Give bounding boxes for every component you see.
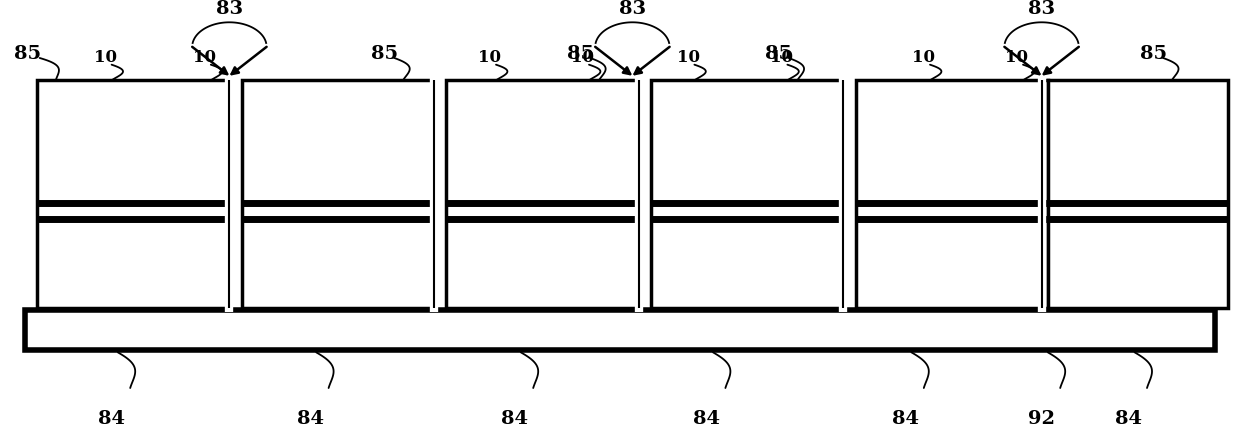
Bar [446, 80, 639, 308]
Text: 85: 85 [765, 45, 792, 62]
Text: 10: 10 [479, 50, 501, 66]
Text: 10: 10 [94, 50, 117, 66]
Bar [242, 80, 434, 308]
Text: 85: 85 [1140, 45, 1167, 62]
Text: 83: 83 [1028, 0, 1055, 18]
Text: 10: 10 [913, 50, 935, 66]
Text: 84: 84 [296, 410, 324, 428]
Text: 84: 84 [1115, 410, 1142, 428]
Text: 10: 10 [770, 50, 792, 66]
Text: 83: 83 [216, 0, 243, 18]
Text: 92: 92 [1028, 410, 1055, 428]
Text: 84: 84 [693, 410, 720, 428]
Text: 84: 84 [98, 410, 125, 428]
Text: 85: 85 [14, 45, 41, 62]
Text: 85: 85 [567, 45, 594, 62]
Text: 85: 85 [371, 45, 398, 62]
Bar [651, 80, 843, 308]
Text: 10: 10 [1006, 50, 1028, 66]
Text: 10: 10 [572, 50, 594, 66]
Text: 83: 83 [619, 0, 646, 18]
Bar [1048, 80, 1228, 308]
Bar [25, 310, 1215, 350]
Bar [856, 80, 1048, 308]
Text: 84: 84 [501, 410, 528, 428]
Text: 10: 10 [193, 50, 216, 66]
Bar [37, 80, 229, 308]
Text: 84: 84 [892, 410, 919, 428]
Text: 10: 10 [677, 50, 699, 66]
